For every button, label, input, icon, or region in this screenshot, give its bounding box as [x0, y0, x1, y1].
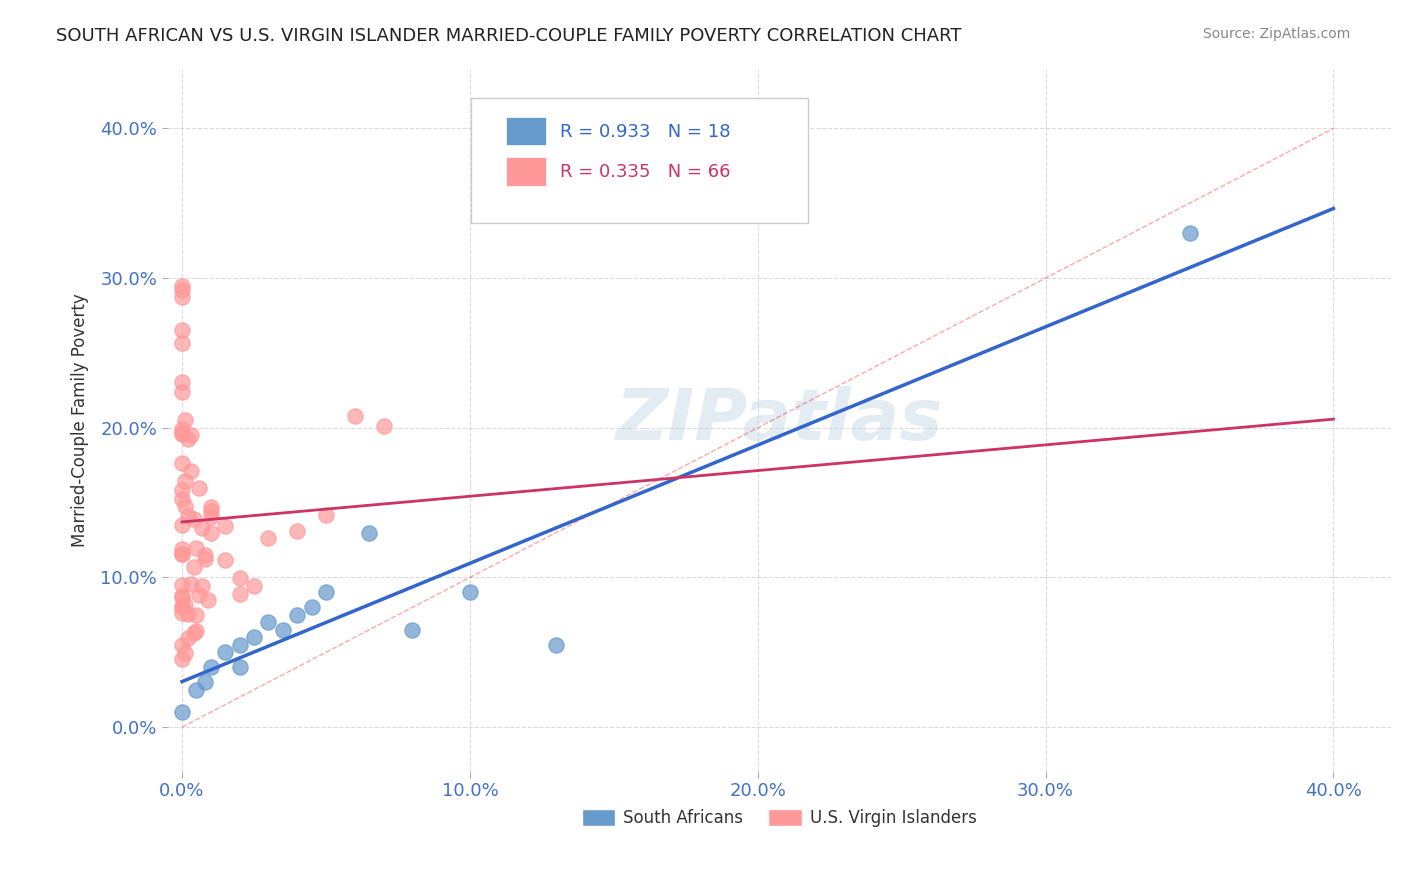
Point [170, 483, 193, 497]
Point [200, 504, 222, 518]
Point [170, 290, 193, 304]
Point [177, 432, 200, 446]
Point [228, 571, 250, 585]
Point [170, 599, 193, 614]
Point [257, 532, 280, 546]
Point [1178, 226, 1201, 240]
Point [170, 547, 193, 561]
Point [188, 588, 211, 602]
Point [170, 517, 193, 532]
Point [170, 283, 193, 297]
Point [170, 541, 193, 556]
Point [214, 518, 236, 533]
Point [170, 590, 193, 604]
Point [177, 508, 200, 523]
Point [401, 623, 423, 637]
Point [228, 660, 250, 674]
Point [174, 598, 197, 612]
Point [228, 638, 250, 652]
Point [200, 525, 222, 540]
Point [170, 427, 193, 442]
Text: R = 0.933   N = 18: R = 0.933 N = 18 [560, 123, 730, 141]
Point [170, 456, 193, 470]
Point [180, 428, 202, 442]
Point [170, 422, 193, 436]
Text: R = 0.335   N = 66: R = 0.335 N = 66 [560, 163, 730, 181]
Point [200, 500, 222, 514]
Point [200, 509, 222, 524]
Y-axis label: Married-Couple Family Poverty: Married-Couple Family Poverty [72, 293, 89, 547]
Point [170, 278, 193, 293]
Point [180, 577, 202, 591]
Point [214, 552, 236, 566]
Text: ZIPatlas: ZIPatlas [616, 385, 943, 455]
Point [188, 481, 211, 495]
Point [170, 336, 193, 351]
Point [170, 705, 193, 719]
Point [315, 508, 337, 522]
Point [170, 599, 193, 614]
Point [170, 384, 193, 399]
Point [285, 607, 308, 622]
Point [170, 589, 193, 603]
Point [177, 631, 200, 645]
Point [183, 559, 205, 574]
Point [174, 413, 197, 427]
Point [170, 492, 193, 507]
Point [170, 426, 193, 441]
Point [170, 638, 193, 652]
Point [177, 607, 200, 621]
Point [170, 577, 193, 591]
Point [194, 675, 217, 690]
Point [174, 499, 197, 513]
Point [186, 624, 208, 639]
Point [243, 630, 266, 644]
Text: Source: ZipAtlas.com: Source: ZipAtlas.com [1202, 27, 1350, 41]
Point [183, 626, 205, 640]
Point [373, 418, 395, 433]
Point [194, 552, 217, 566]
Point [170, 606, 193, 620]
Point [191, 521, 214, 535]
Point [183, 512, 205, 526]
Point [301, 600, 323, 615]
Point [285, 524, 308, 538]
Point [170, 376, 193, 390]
Point [170, 323, 193, 337]
Point [170, 547, 193, 561]
Point [359, 525, 381, 540]
Point [180, 464, 202, 478]
Point [243, 579, 266, 593]
Point [228, 587, 250, 601]
Point [200, 660, 222, 674]
Point [214, 645, 236, 659]
Point [458, 585, 481, 599]
Point [197, 593, 219, 607]
Point [186, 682, 208, 697]
Point [257, 615, 280, 630]
Point [170, 652, 193, 666]
Legend: South Africans, U.S. Virgin Islanders: South Africans, U.S. Virgin Islanders [575, 803, 984, 834]
Point [191, 579, 214, 593]
Point [546, 638, 568, 652]
Point [186, 541, 208, 556]
Text: SOUTH AFRICAN VS U.S. VIRGIN ISLANDER MARRIED-COUPLE FAMILY POVERTY CORRELATION : SOUTH AFRICAN VS U.S. VIRGIN ISLANDER MA… [56, 27, 962, 45]
Point [343, 409, 366, 423]
Point [186, 608, 208, 623]
Point [194, 549, 217, 563]
Point [315, 585, 337, 599]
Point [174, 646, 197, 660]
Point [174, 474, 197, 488]
Point [271, 623, 294, 637]
